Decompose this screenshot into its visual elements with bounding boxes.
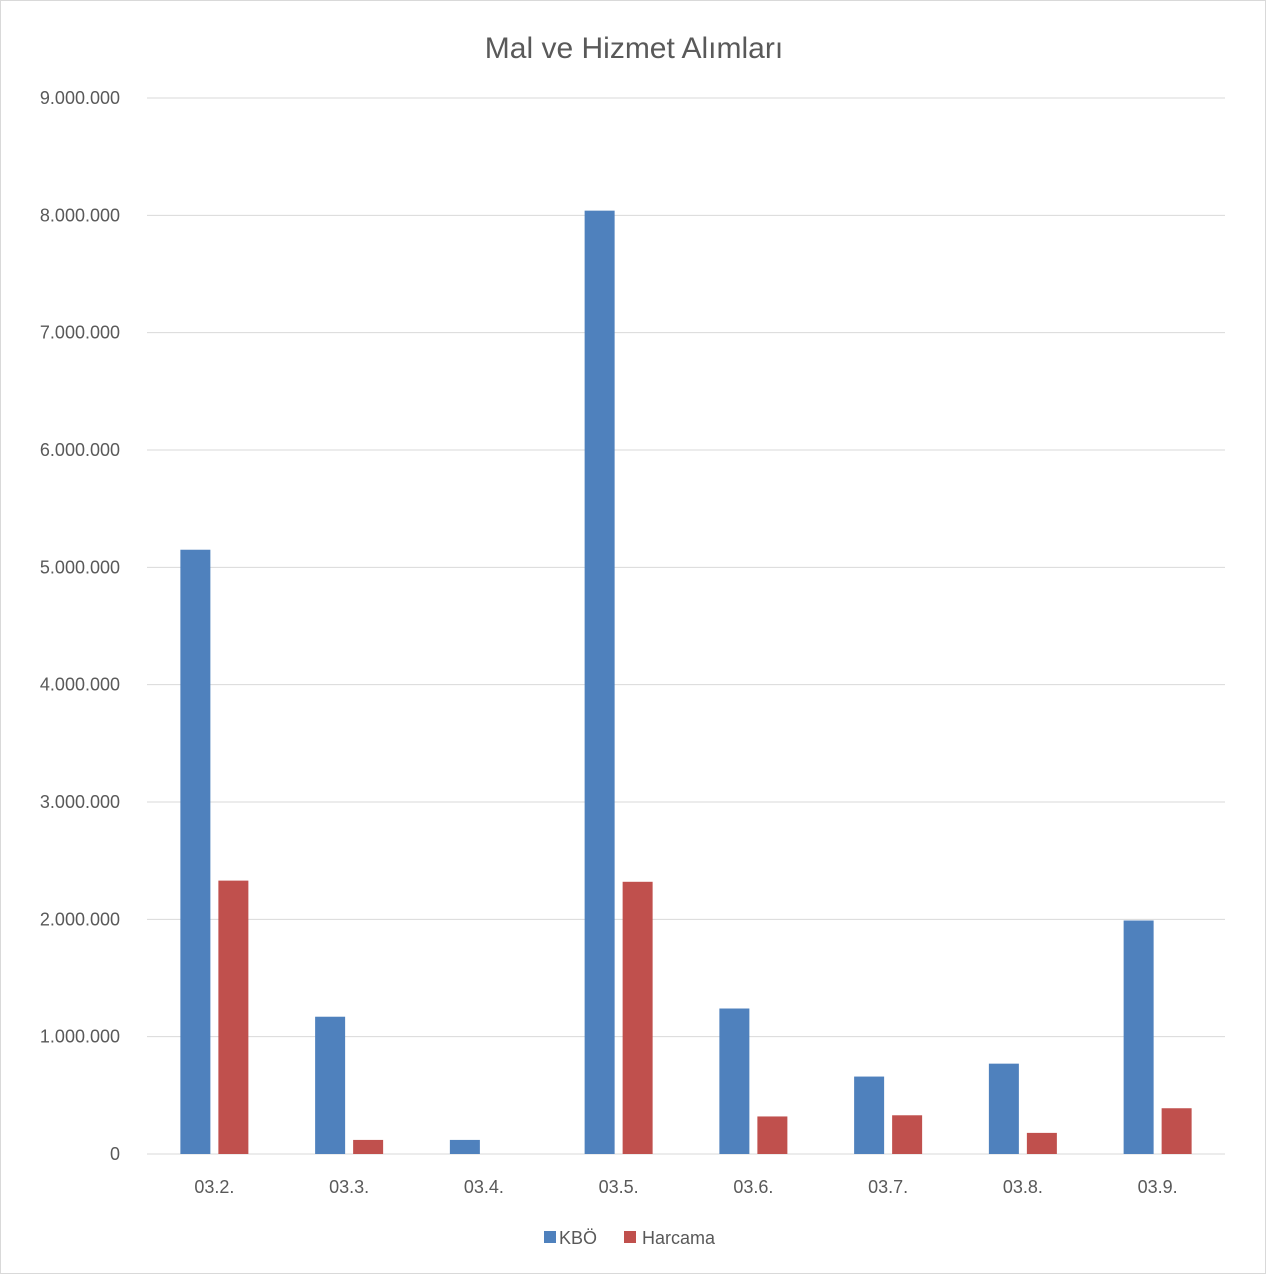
y-tick-label: 0 [110,1144,120,1164]
y-tick-label: 8.000.000 [40,205,120,225]
bar-harcama-5 [892,1115,923,1154]
legend-label-harcama: Harcama [642,1228,716,1248]
y-axis-tick-labels: 0 1.000.000 2.000.000 3.000.000 4.000.000 5.0… [40,88,120,1164]
x-axis-tick-labels: 03.2. 03.3. 03.4. 03.5. 03.6. 03.7. 03.8. 03.9. [194,1177,1177,1197]
bar-kbo-4 [719,1008,750,1154]
bar-harcama-3 [622,881,653,1154]
x-tick-label: 03.4. [464,1177,504,1197]
y-tick-label: 1.000.000 [40,1027,120,1047]
y-tick-label: 7.000.000 [40,323,120,343]
x-tick-label: 03.8. [1003,1177,1043,1197]
legend: KBÖ Harcama [544,1228,716,1248]
y-tick-label: 3.000.000 [40,792,120,812]
y-tick-label: 2.000.000 [40,909,120,929]
bar-kbo-5 [854,1076,885,1154]
x-tick-label: 03.6. [733,1177,773,1197]
y-tick-label: 5.000.000 [40,557,120,577]
bar-harcama-7 [1161,1108,1192,1154]
bar-harcama-4 [757,1116,788,1154]
gridlines [147,97,1225,1155]
bar-kbo-0 [180,549,211,1154]
x-tick-label: 03.9. [1138,1177,1178,1197]
bar-kbo-1 [315,1016,346,1154]
bar-harcama-6 [1026,1132,1057,1154]
bar-kbo-7 [1123,920,1154,1154]
x-tick-label: 03.7. [868,1177,908,1197]
y-tick-label: 4.000.000 [40,675,120,695]
bar-kbo-6 [988,1063,1019,1154]
x-tick-label: 03.2. [194,1177,234,1197]
chart-title: Mal ve Hizmet Alımları [485,32,783,65]
bar-kbo-2 [449,1139,480,1154]
legend-swatch-kbo [544,1231,556,1243]
bar-harcama-0 [218,880,249,1154]
bar-harcama-1 [353,1139,384,1154]
y-tick-label: 6.000.000 [40,440,120,460]
bars [180,210,1192,1154]
bar-kbo-3 [584,210,615,1154]
x-tick-label: 03.5. [599,1177,639,1197]
legend-swatch-harcama [624,1231,636,1243]
y-tick-label: 9.000.000 [40,88,120,108]
x-tick-label: 03.3. [329,1177,369,1197]
legend-label-kbo: KBÖ [559,1228,597,1248]
